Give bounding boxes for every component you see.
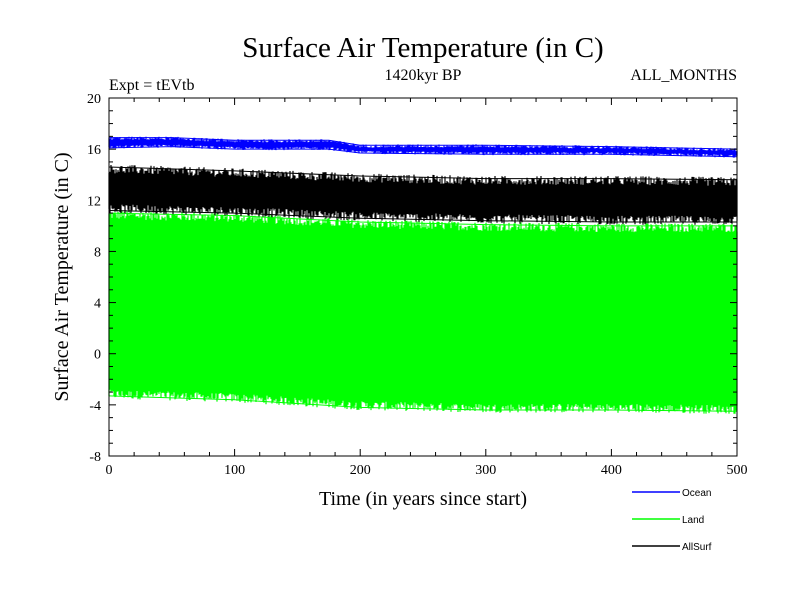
y-tick-label: 0 <box>94 348 101 363</box>
x-tick-label: 500 <box>727 463 748 478</box>
x-tick-label: 0 <box>106 463 113 478</box>
y-tick-label: 4 <box>94 297 101 312</box>
series-land-lower-line <box>108 395 738 412</box>
x-tick-label: 100 <box>224 463 245 478</box>
x-tick-label: 200 <box>350 463 371 478</box>
y-axis-label: Surface Air Temperature (in C) <box>51 152 73 401</box>
experiment-label: Expt = tEVtb <box>109 77 194 94</box>
chart-subtitle: 1420kyr BP <box>385 67 462 84</box>
y-tick-label: -4 <box>89 399 101 414</box>
legend-label-land: Land <box>682 515 704 526</box>
legend-label-ocean: Ocean <box>682 488 711 499</box>
legend: Ocean Land AllSurf <box>632 488 712 553</box>
legend-label-allsurf: AllSurf <box>682 542 712 553</box>
x-tick-label: 300 <box>475 463 496 478</box>
plot-series <box>108 136 738 414</box>
series-ocean-lower-line <box>108 146 738 158</box>
y-tick-label: 12 <box>87 194 101 209</box>
chart-title: Surface Air Temperature (in C) <box>242 32 603 64</box>
y-tick-label: 16 <box>87 143 101 158</box>
series-land-upper-line <box>108 212 737 227</box>
x-axis-label: Time (in years since start) <box>319 488 527 510</box>
y-tick-label: -8 <box>89 450 101 465</box>
y-tick-label: 20 <box>87 92 101 107</box>
x-tick-label: 400 <box>601 463 622 478</box>
months-label: ALL_MONTHS <box>630 67 737 84</box>
series-ocean-upper-line <box>109 137 738 150</box>
y-tick-label: 8 <box>94 245 101 260</box>
series-allsurf-upper-line <box>108 166 738 181</box>
series-land-band <box>108 211 738 414</box>
series-allsurf-lower-line <box>108 210 737 223</box>
axis-ticks: 0 100 200 300 400 500 -8 -4 0 4 8 12 16 20 <box>87 92 748 478</box>
